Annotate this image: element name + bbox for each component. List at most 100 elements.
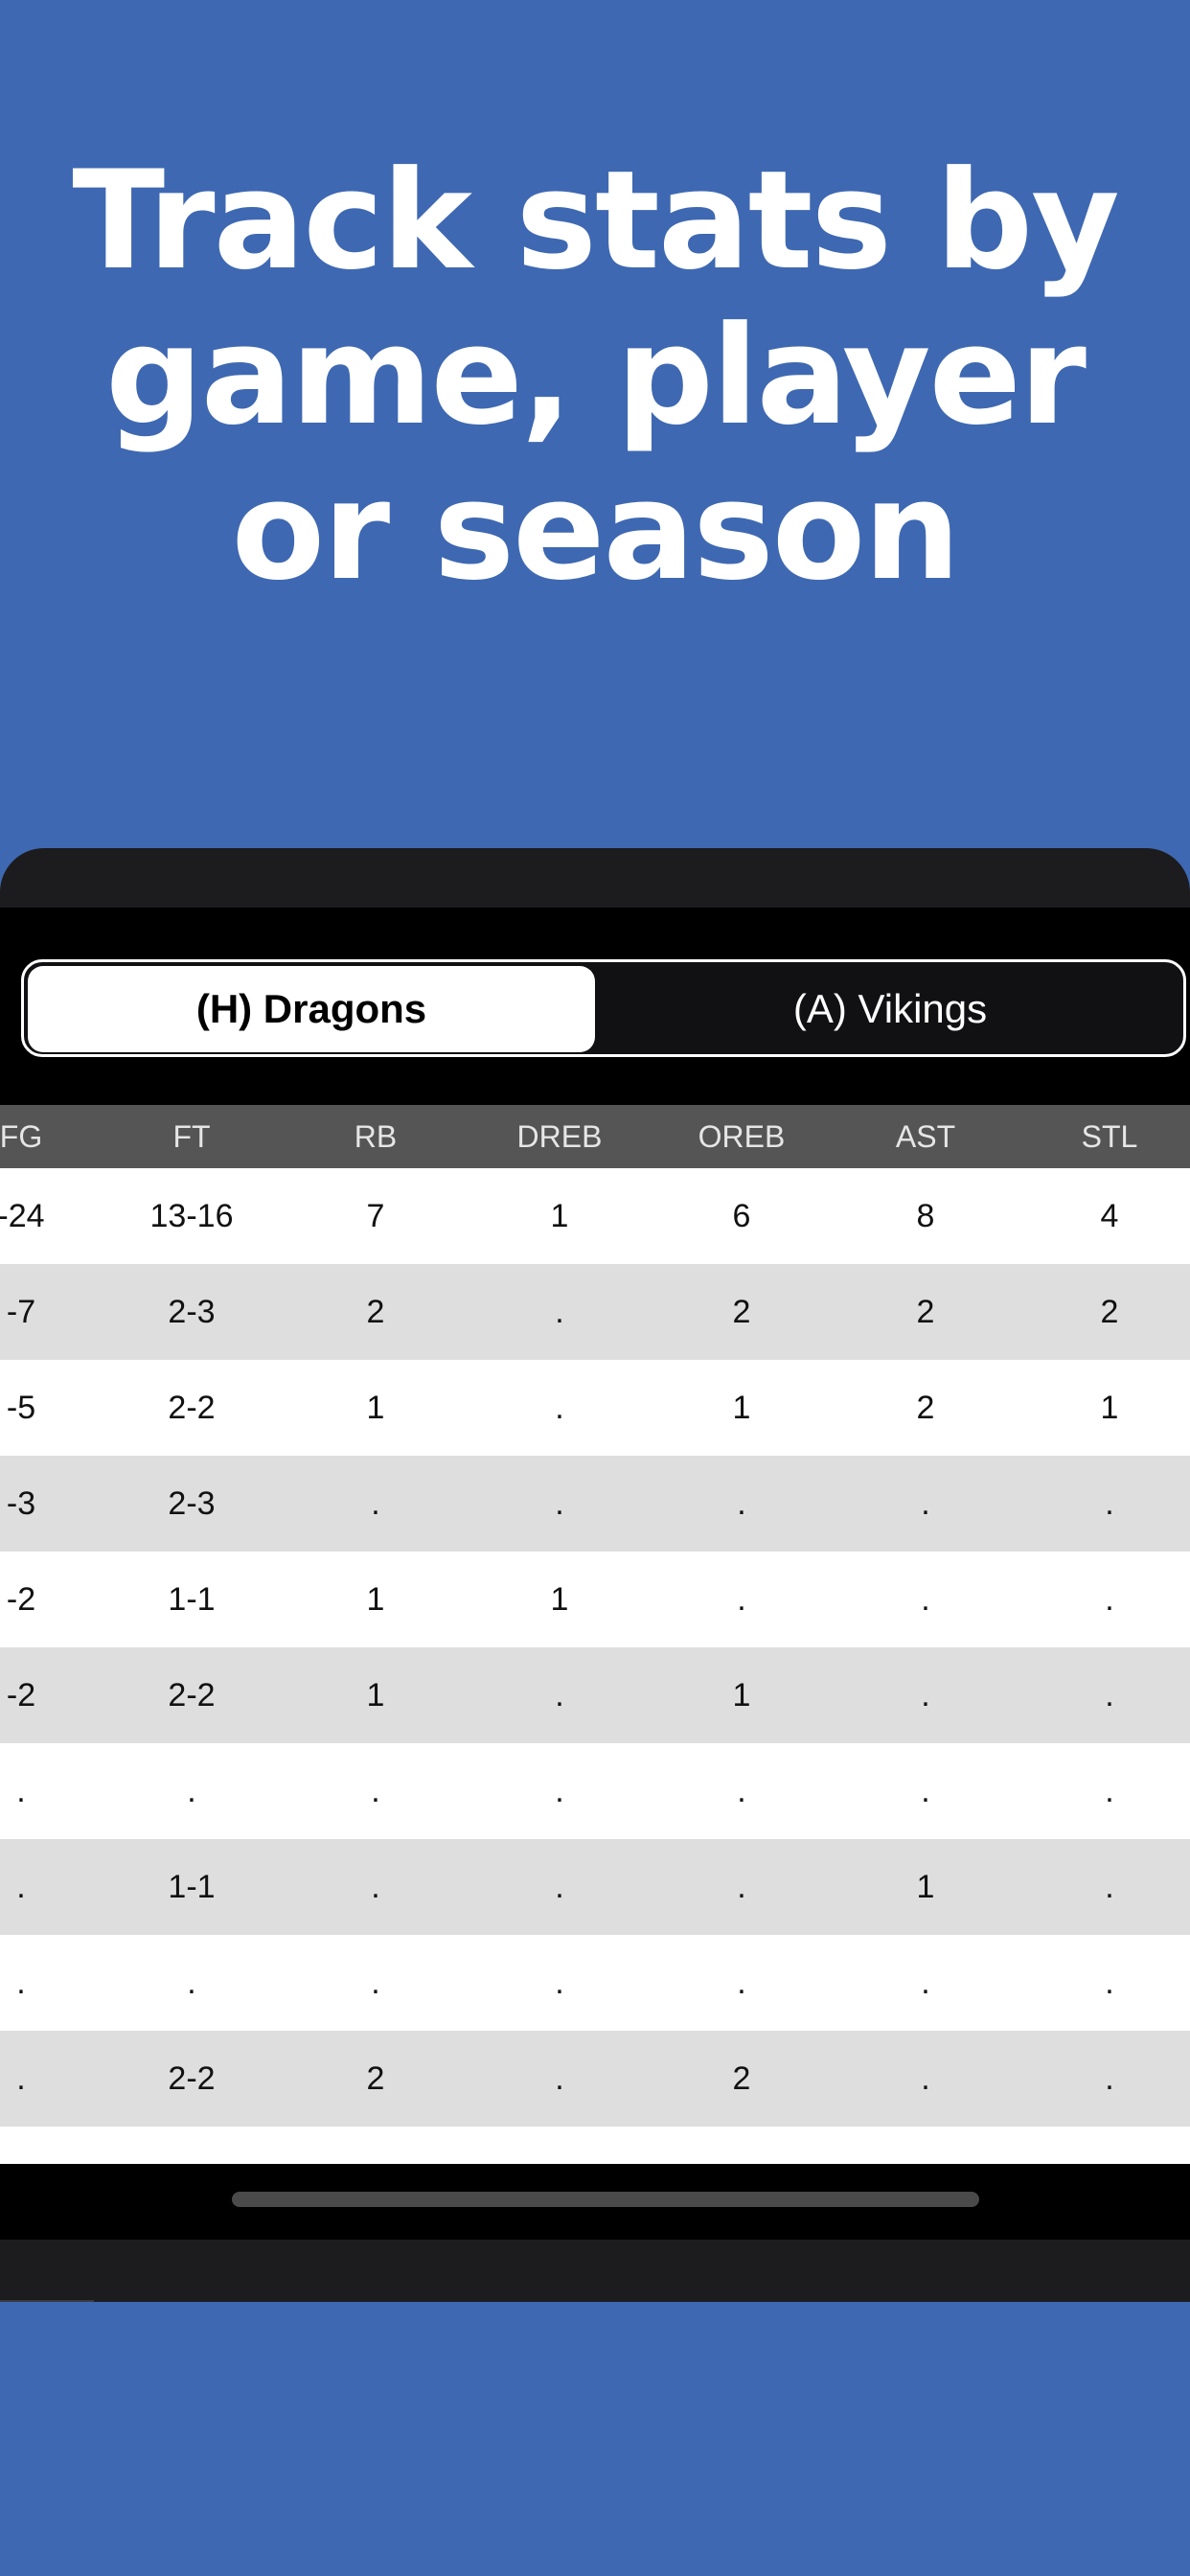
- bezel-divider: [0, 2300, 94, 2302]
- cell-ft: 2-3: [168, 1485, 216, 1522]
- cell-ast: 2: [916, 1390, 935, 1426]
- table-row[interactable]: -3 2-3 . . . . .: [0, 1456, 1190, 1552]
- cell-ft: 13-16: [149, 1198, 234, 1234]
- tab-home-team[interactable]: (H) Dragons: [28, 966, 595, 1052]
- cell-oreb: .: [737, 1965, 746, 2001]
- cell-fg: .: [16, 1965, 26, 2001]
- cell-ast: 2: [916, 1294, 935, 1330]
- cell-rb: .: [371, 1485, 380, 1522]
- cell-fg: -2: [6, 1677, 36, 1714]
- cell-rb: 2: [366, 2060, 385, 2097]
- cell-fg: -2: [6, 1581, 36, 1618]
- home-indicator[interactable]: [232, 2192, 979, 2207]
- cell-dreb: 1: [550, 1198, 569, 1234]
- cell-rb: 1: [366, 1390, 385, 1426]
- cell-oreb: 1: [732, 1390, 751, 1426]
- cell-ast: .: [921, 1965, 930, 2001]
- column-header-stl[interactable]: STL: [1081, 1119, 1138, 1154]
- cell-oreb: 6: [732, 1198, 751, 1234]
- cell-stl: .: [1105, 1581, 1114, 1618]
- cell-fg: .: [16, 1869, 26, 1905]
- table-row[interactable]: . 2-2 2 . 2 . .: [0, 2031, 1190, 2127]
- headline: Track stats by game, player or season: [0, 144, 1190, 610]
- cell-dreb: .: [555, 1869, 564, 1905]
- cell-oreb: 2: [732, 1294, 751, 1330]
- cell-stl: .: [1105, 1773, 1114, 1809]
- table-row[interactable]: -2 2-2 1 . 1 . .: [0, 1647, 1190, 1743]
- cell-stl: .: [1105, 2060, 1114, 2097]
- column-header-fg[interactable]: FG: [0, 1119, 43, 1154]
- table-row[interactable]: . 1-1 . . . 1 .: [0, 1839, 1190, 1935]
- table-row[interactable]: -7 2-3 2 . 2 2 2: [0, 1264, 1190, 1360]
- column-header-oreb[interactable]: OREB: [698, 1119, 786, 1154]
- stats-table-body: -24 13-16 7 1 6 8 4 -7 2-3 2 . 2 2 2 -5 …: [0, 1168, 1190, 2164]
- cell-stl: .: [1105, 1869, 1114, 1905]
- app-screen: (H) Dragons (A) Vikings FG FT RB DREB OR…: [0, 908, 1190, 2240]
- cell-stl: .: [1105, 1965, 1114, 2001]
- cell-dreb: .: [555, 2060, 564, 2097]
- table-row[interactable]: -2 1-1 1 1 . . .: [0, 1552, 1190, 1647]
- cell-dreb: 1: [550, 1581, 569, 1618]
- cell-stl: 4: [1100, 1198, 1119, 1234]
- cell-oreb: .: [737, 1485, 746, 1522]
- cell-ft: 2-2: [168, 1677, 216, 1714]
- cell-fg: -5: [6, 1390, 36, 1426]
- cell-stl: .: [1105, 1677, 1114, 1714]
- cell-stl: 2: [1100, 1294, 1119, 1330]
- cell-stl: 1: [1100, 1390, 1119, 1426]
- stats-table-header: FG FT RB DREB OREB AST STL: [0, 1105, 1190, 1168]
- device-frame: (H) Dragons (A) Vikings FG FT RB DREB OR…: [0, 848, 1190, 2302]
- column-header-ast[interactable]: AST: [895, 1119, 956, 1154]
- cell-rb: 1: [366, 1581, 385, 1618]
- cell-ast: .: [921, 1581, 930, 1618]
- headline-line-3: or season: [231, 452, 961, 610]
- cell-oreb: 2: [732, 2060, 751, 2097]
- table-row[interactable]: -5 2-2 1 . 1 2 1: [0, 1360, 1190, 1456]
- cell-oreb: .: [737, 1869, 746, 1905]
- cell-ft: 1-1: [168, 1869, 216, 1905]
- column-header-rb[interactable]: RB: [354, 1119, 398, 1154]
- cell-dreb: .: [555, 1294, 564, 1330]
- cell-ft: 2-2: [168, 2060, 216, 2097]
- cell-fg: .: [16, 1773, 26, 1809]
- cell-dreb: .: [555, 1677, 564, 1714]
- table-row[interactable]: [0, 2127, 1190, 2164]
- cell-ast: .: [921, 1485, 930, 1522]
- cell-ft: .: [187, 1965, 196, 2001]
- cell-rb: .: [371, 1773, 380, 1809]
- cell-fg: -3: [6, 1485, 36, 1522]
- cell-dreb: .: [555, 1390, 564, 1426]
- cell-fg: -7: [6, 1294, 36, 1330]
- cell-ft: .: [187, 1773, 196, 1809]
- cell-rb: 2: [366, 1294, 385, 1330]
- cell-fg: -24: [0, 1198, 45, 1234]
- headline-line-1: Track stats by: [72, 142, 1119, 300]
- cell-oreb: 1: [732, 1677, 751, 1714]
- headline-line-2: game, player: [105, 297, 1087, 455]
- cell-ast: 8: [916, 1198, 935, 1234]
- team-segmented-control: (H) Dragons (A) Vikings: [21, 959, 1186, 1057]
- cell-dreb: .: [555, 1773, 564, 1809]
- cell-stl: .: [1105, 1485, 1114, 1522]
- cell-rb: 7: [366, 1198, 385, 1234]
- column-header-dreb[interactable]: DREB: [516, 1119, 603, 1154]
- cell-ft: 2-2: [168, 1390, 216, 1426]
- cell-rb: .: [371, 1869, 380, 1905]
- cell-ast: .: [921, 2060, 930, 2097]
- tab-away-team[interactable]: (A) Vikings: [792, 986, 988, 1031]
- cell-ft: 1-1: [168, 1581, 216, 1618]
- cell-ast: 1: [916, 1869, 935, 1905]
- table-row[interactable]: . . . . . . .: [0, 1935, 1190, 2031]
- cell-dreb: .: [555, 1485, 564, 1522]
- cell-rb: 1: [366, 1677, 385, 1714]
- cell-fg: .: [16, 2060, 26, 2097]
- cell-dreb: .: [555, 1965, 564, 2001]
- cell-ast: .: [921, 1773, 930, 1809]
- table-row[interactable]: -24 13-16 7 1 6 8 4: [0, 1168, 1190, 1264]
- device-bottom-bezel: [0, 2240, 1190, 2302]
- cell-oreb: .: [737, 1581, 746, 1618]
- cell-oreb: .: [737, 1773, 746, 1809]
- cell-ast: .: [921, 1677, 930, 1714]
- column-header-ft[interactable]: FT: [172, 1119, 211, 1154]
- table-row[interactable]: . . . . . . .: [0, 1743, 1190, 1839]
